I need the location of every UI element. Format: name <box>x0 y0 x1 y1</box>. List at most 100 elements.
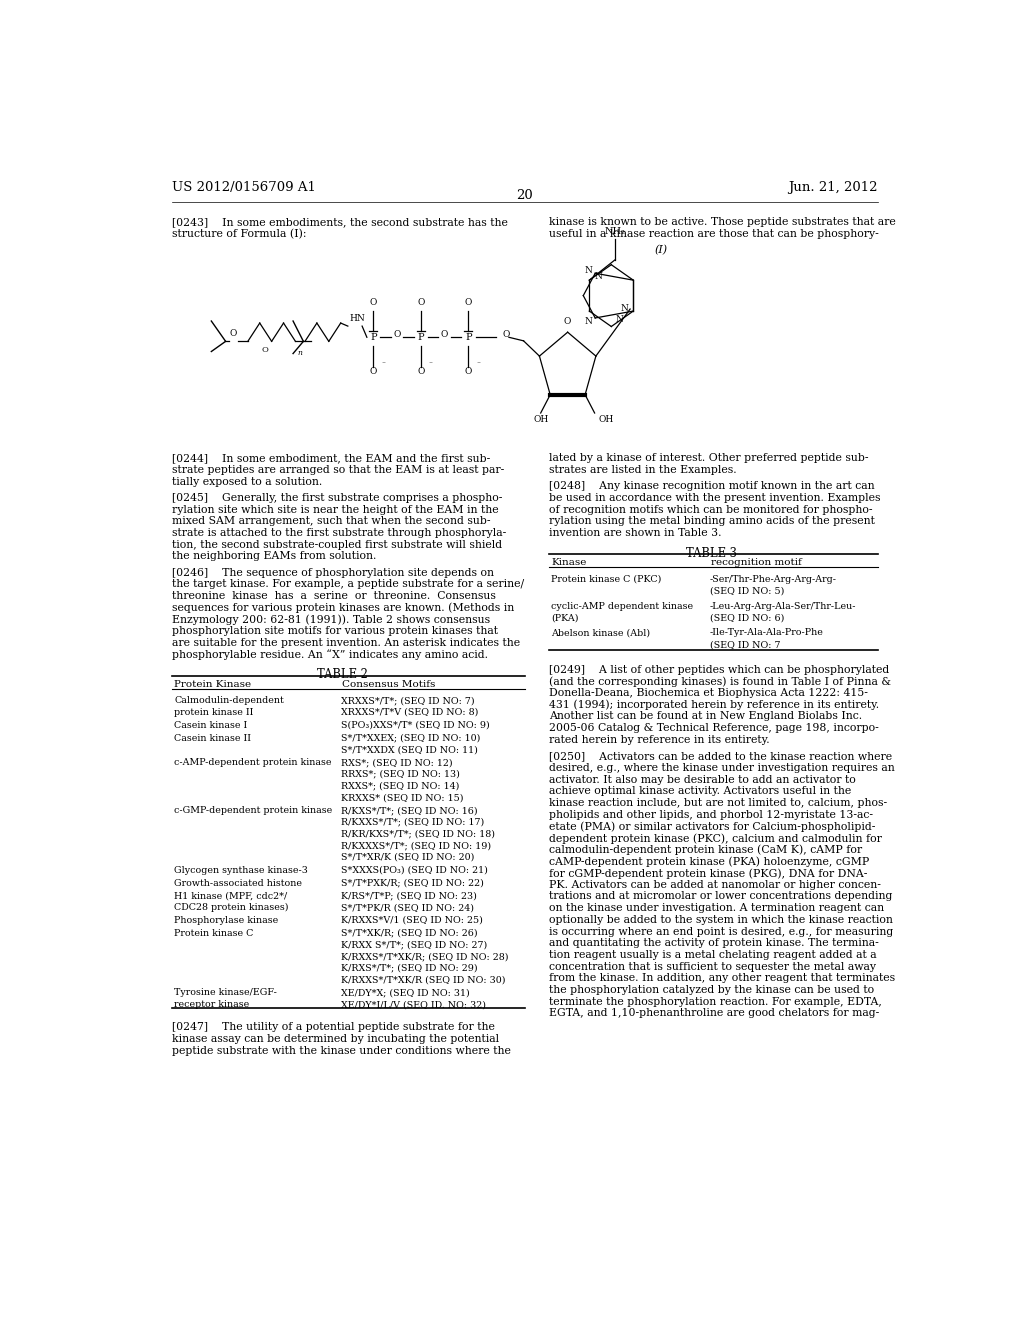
Text: of recognition motifs which can be monitored for phospho-: of recognition motifs which can be monit… <box>549 504 872 515</box>
Text: on the kinase under investigation. A termination reagent can: on the kinase under investigation. A ter… <box>549 903 884 913</box>
Text: achieve optimal kinase activity. Activators useful in the: achieve optimal kinase activity. Activat… <box>549 787 851 796</box>
Text: tion reagent usually is a metal chelating reagent added at a: tion reagent usually is a metal chelatin… <box>549 950 877 960</box>
Text: Protein kinase C (PKC): Protein kinase C (PKC) <box>551 574 662 583</box>
Text: dependent protein kinase (PKC), calcium and calmodulin for: dependent protein kinase (PKC), calcium … <box>549 833 882 843</box>
Text: kinase is known to be active. Those peptide substrates that are: kinase is known to be active. Those pept… <box>549 218 895 227</box>
Text: rated herein by reference in its entirety.: rated herein by reference in its entiret… <box>549 735 769 744</box>
Text: n: n <box>297 350 302 358</box>
Text: desired, e.g., where the kinase under investigation requires an: desired, e.g., where the kinase under in… <box>549 763 894 774</box>
Text: H1 kinase (MPF, cdc2*/: H1 kinase (MPF, cdc2*/ <box>174 891 288 900</box>
Text: [0247]    The utility of a potential peptide substrate for the: [0247] The utility of a potential peptid… <box>172 1023 495 1032</box>
Text: pholipids and other lipids, and phorbol 12-myristate 13-ac-: pholipids and other lipids, and phorbol … <box>549 809 872 820</box>
Text: terminate the phosphorylation reaction. For example, EDTA,: terminate the phosphorylation reaction. … <box>549 997 882 1007</box>
Text: O: O <box>370 298 377 306</box>
Text: N: N <box>584 317 592 326</box>
Text: cAMP-dependent protein kinase (PKA) holoenzyme, cGMP: cAMP-dependent protein kinase (PKA) holo… <box>549 857 868 867</box>
Text: S*/T*XR/K (SEQ ID NO: 20): S*/T*XR/K (SEQ ID NO: 20) <box>341 853 474 862</box>
Text: ⁻: ⁻ <box>429 362 433 370</box>
Text: K/RXXS*V/1 (SEQ ID NO: 25): K/RXXS*V/1 (SEQ ID NO: 25) <box>341 916 482 925</box>
Text: O: O <box>465 298 472 306</box>
Text: mixed SAM arrangement, such that when the second sub-: mixed SAM arrangement, such that when th… <box>172 516 490 527</box>
Text: TABLE 3: TABLE 3 <box>686 546 736 560</box>
Text: HN: HN <box>349 314 366 323</box>
Text: rylation site which site is near the height of the EAM in the: rylation site which site is near the hei… <box>172 504 499 515</box>
Text: activator. It also may be desirable to add an activator to: activator. It also may be desirable to a… <box>549 775 855 784</box>
Text: P: P <box>370 333 377 342</box>
Text: Protein kinase C: Protein kinase C <box>174 929 253 939</box>
Text: phosphorylation site motifs for various protein kinases that: phosphorylation site motifs for various … <box>172 626 498 636</box>
Text: R/KXXS*/T*; (SEQ ID NO: 17): R/KXXS*/T*; (SEQ ID NO: 17) <box>341 818 484 826</box>
Text: strates are listed in the Examples.: strates are listed in the Examples. <box>549 465 736 475</box>
Text: XE/DY*X; (SEQ ID NO: 31): XE/DY*X; (SEQ ID NO: 31) <box>341 989 469 998</box>
Text: R/KR/KXS*/T*; (SEQ ID NO: 18): R/KR/KXS*/T*; (SEQ ID NO: 18) <box>341 829 495 838</box>
Text: 431 (1994); incorporated herein by reference in its entirety.: 431 (1994); incorporated herein by refer… <box>549 700 879 710</box>
Text: O: O <box>441 330 449 339</box>
Text: tially exposed to a solution.: tially exposed to a solution. <box>172 477 322 487</box>
Text: recognition motif: recognition motif <box>712 558 802 568</box>
Text: the target kinase. For example, a peptide substrate for a serine/: the target kinase. For example, a peptid… <box>172 579 523 590</box>
Text: XRXXS*/T*V (SEQ ID NO: 8): XRXXS*/T*V (SEQ ID NO: 8) <box>341 708 478 717</box>
Text: K/RXXS*/T*XK/R; (SEQ ID NO: 28): K/RXXS*/T*XK/R; (SEQ ID NO: 28) <box>341 952 508 961</box>
Text: OH: OH <box>534 414 548 424</box>
Text: O: O <box>503 330 510 339</box>
Text: [0248]    Any kinase recognition motif known in the art can: [0248] Any kinase recognition motif know… <box>549 482 874 491</box>
Text: O: O <box>262 346 268 355</box>
Text: cyclic-AMP dependent kinase: cyclic-AMP dependent kinase <box>551 602 693 611</box>
Text: P: P <box>465 333 472 342</box>
Text: 2005-06 Catalog & Technical Reference, page 198, incorpo-: 2005-06 Catalog & Technical Reference, p… <box>549 723 879 733</box>
Text: S*/T*PK/R (SEQ ID NO: 24): S*/T*PK/R (SEQ ID NO: 24) <box>341 903 474 912</box>
Text: protein kinase II: protein kinase II <box>174 708 253 717</box>
Text: (SEQ ID NO: 5): (SEQ ID NO: 5) <box>710 586 784 595</box>
Text: NH₂: NH₂ <box>605 227 626 236</box>
Text: invention are shown in Table 3.: invention are shown in Table 3. <box>549 528 721 539</box>
Text: c-GMP-dependent protein kinase: c-GMP-dependent protein kinase <box>174 807 332 816</box>
Text: ⁻: ⁻ <box>381 362 385 370</box>
Text: O: O <box>564 317 571 326</box>
Text: EGTA, and 1,10-phenanthroline are good chelators for mag-: EGTA, and 1,10-phenanthroline are good c… <box>549 1008 879 1018</box>
Text: Glycogen synthase kinase-3: Glycogen synthase kinase-3 <box>174 866 308 875</box>
Text: S*XXXS(PO₃) (SEQ ID NO: 21): S*XXXS(PO₃) (SEQ ID NO: 21) <box>341 866 487 875</box>
Text: Casein kinase II: Casein kinase II <box>174 734 251 743</box>
Text: Protein Kinase: Protein Kinase <box>174 680 251 689</box>
Text: peptide substrate with the kinase under conditions where the: peptide substrate with the kinase under … <box>172 1045 511 1056</box>
Text: lated by a kinase of interest. Other preferred peptide sub-: lated by a kinase of interest. Other pre… <box>549 453 868 463</box>
Text: Donella-Deana, Biochemica et Biophysica Acta 1222: 415-: Donella-Deana, Biochemica et Biophysica … <box>549 688 867 698</box>
Text: strate is attached to the first substrate through phosphoryla-: strate is attached to the first substrat… <box>172 528 506 539</box>
Text: is occurring where an end point is desired, e.g., for measuring: is occurring where an end point is desir… <box>549 927 893 937</box>
Text: RXXS*; (SEQ ID NO: 14): RXXS*; (SEQ ID NO: 14) <box>341 781 459 791</box>
Text: CDC28 protein kinases): CDC28 protein kinases) <box>174 903 289 912</box>
Text: [0245]    Generally, the first substrate comprises a phospho-: [0245] Generally, the first substrate co… <box>172 492 502 503</box>
Text: strate peptides are arranged so that the EAM is at least par-: strate peptides are arranged so that the… <box>172 465 504 475</box>
Text: structure of Formula (I):: structure of Formula (I): <box>172 230 306 239</box>
Text: [0249]    A list of other peptides which can be phosphorylated: [0249] A list of other peptides which ca… <box>549 665 889 675</box>
Text: Calmodulin-dependent: Calmodulin-dependent <box>174 696 284 705</box>
Text: K/RS*/T*P; (SEQ ID NO: 23): K/RS*/T*P; (SEQ ID NO: 23) <box>341 891 476 900</box>
Text: calmodulin-dependent protein kinase (CaM K), cAMP for: calmodulin-dependent protein kinase (CaM… <box>549 845 862 855</box>
Text: (I): (I) <box>655 244 668 255</box>
Text: Tyrosine kinase/EGF-: Tyrosine kinase/EGF- <box>174 989 276 998</box>
Text: the neighboring EAMs from solution.: the neighboring EAMs from solution. <box>172 552 376 561</box>
Text: O: O <box>465 367 472 376</box>
Text: phosphorylable residue. An “X” indicates any amino acid.: phosphorylable residue. An “X” indicates… <box>172 649 487 660</box>
Text: RRXS*; (SEQ ID NO: 13): RRXS*; (SEQ ID NO: 13) <box>341 770 460 779</box>
Text: K/RXS*/T*; (SEQ ID NO: 29): K/RXS*/T*; (SEQ ID NO: 29) <box>341 964 477 973</box>
Text: -Ile-Tyr-Ala-Ala-Pro-Phe: -Ile-Tyr-Ala-Ala-Pro-Phe <box>710 628 823 638</box>
Text: N: N <box>615 314 624 323</box>
Text: Growth-associated histone: Growth-associated histone <box>174 879 302 887</box>
Text: Phosphorylase kinase: Phosphorylase kinase <box>174 916 279 925</box>
Text: the phosphorylation catalyzed by the kinase can be used to: the phosphorylation catalyzed by the kin… <box>549 985 873 995</box>
Text: trations and at micromolar or lower concentrations depending: trations and at micromolar or lower conc… <box>549 891 892 902</box>
Text: KRXXS* (SEQ ID NO: 15): KRXXS* (SEQ ID NO: 15) <box>341 793 463 803</box>
Text: (and the corresponding kinases) is found in Table I of Pinna &: (and the corresponding kinases) is found… <box>549 676 891 686</box>
Text: from the kinase. In addition, any other reagent that terminates: from the kinase. In addition, any other … <box>549 973 895 983</box>
Text: S*/T*PXK/R; (SEQ ID NO: 22): S*/T*PXK/R; (SEQ ID NO: 22) <box>341 879 483 887</box>
Text: K/RXX S*/T*; (SEQ ID NO: 27): K/RXX S*/T*; (SEQ ID NO: 27) <box>341 941 487 949</box>
Text: receptor kinase: receptor kinase <box>174 1001 249 1010</box>
Text: RXS*; (SEQ ID NO: 12): RXS*; (SEQ ID NO: 12) <box>341 758 453 767</box>
Text: be used in accordance with the present invention. Examples: be used in accordance with the present i… <box>549 492 880 503</box>
Text: -Leu-Arg-Arg-Ala-Ser/Thr-Leu-: -Leu-Arg-Arg-Ala-Ser/Thr-Leu- <box>710 602 856 611</box>
Text: US 2012/0156709 A1: US 2012/0156709 A1 <box>172 181 315 194</box>
Text: etate (PMA) or similar activators for Calcium-phospholipid-: etate (PMA) or similar activators for Ca… <box>549 821 874 832</box>
Text: [0246]    The sequence of phosphorylation site depends on: [0246] The sequence of phosphorylation s… <box>172 568 494 578</box>
Text: Another list can be found at in New England Biolabs Inc.: Another list can be found at in New Engl… <box>549 711 862 722</box>
